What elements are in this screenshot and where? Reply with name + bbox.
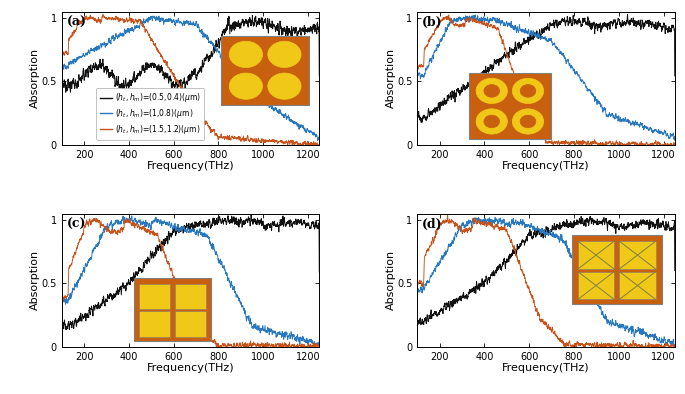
Bar — [469, 73, 551, 139]
Bar — [139, 311, 170, 337]
Bar — [572, 235, 662, 304]
Text: (d): (d) — [422, 218, 443, 231]
Bar — [619, 241, 656, 269]
Ellipse shape — [229, 73, 262, 99]
Text: (c): (c) — [67, 218, 86, 231]
Bar — [139, 284, 170, 309]
Ellipse shape — [476, 78, 508, 104]
Text: (b): (b) — [422, 16, 443, 29]
Ellipse shape — [520, 85, 536, 97]
Bar — [578, 272, 614, 299]
Bar — [175, 311, 206, 337]
Ellipse shape — [229, 41, 262, 67]
Ellipse shape — [268, 41, 301, 67]
Ellipse shape — [476, 109, 508, 134]
Text: (a): (a) — [67, 16, 87, 29]
Bar — [134, 278, 211, 342]
Bar — [619, 272, 656, 299]
Ellipse shape — [512, 78, 544, 104]
X-axis label: Frequency(THz): Frequency(THz) — [502, 161, 590, 171]
Ellipse shape — [484, 85, 499, 97]
Y-axis label: Absorption: Absorption — [386, 250, 395, 310]
Bar — [221, 36, 309, 105]
Ellipse shape — [484, 115, 499, 128]
Ellipse shape — [520, 115, 536, 128]
Y-axis label: Absorption: Absorption — [30, 48, 40, 108]
Legend: $(h_t,h_m)$=(0.5,0.4)($\mu$m), $(h_t,h_m)$=(1,0.8)($\mu$m), $(h_t,h_m)$=(1.5,1.2: $(h_t,h_m)$=(0.5,0.4)($\mu$m), $(h_t,h_m… — [97, 87, 204, 139]
Bar — [175, 284, 206, 309]
X-axis label: Frequency(THz): Frequency(THz) — [502, 363, 590, 373]
Y-axis label: Absorption: Absorption — [30, 250, 40, 310]
Y-axis label: Absorption: Absorption — [386, 48, 395, 108]
X-axis label: Frequency(THz): Frequency(THz) — [147, 161, 234, 171]
Ellipse shape — [268, 73, 301, 99]
Ellipse shape — [512, 109, 544, 134]
Bar — [578, 241, 614, 269]
X-axis label: Frequency(THz): Frequency(THz) — [147, 363, 234, 373]
